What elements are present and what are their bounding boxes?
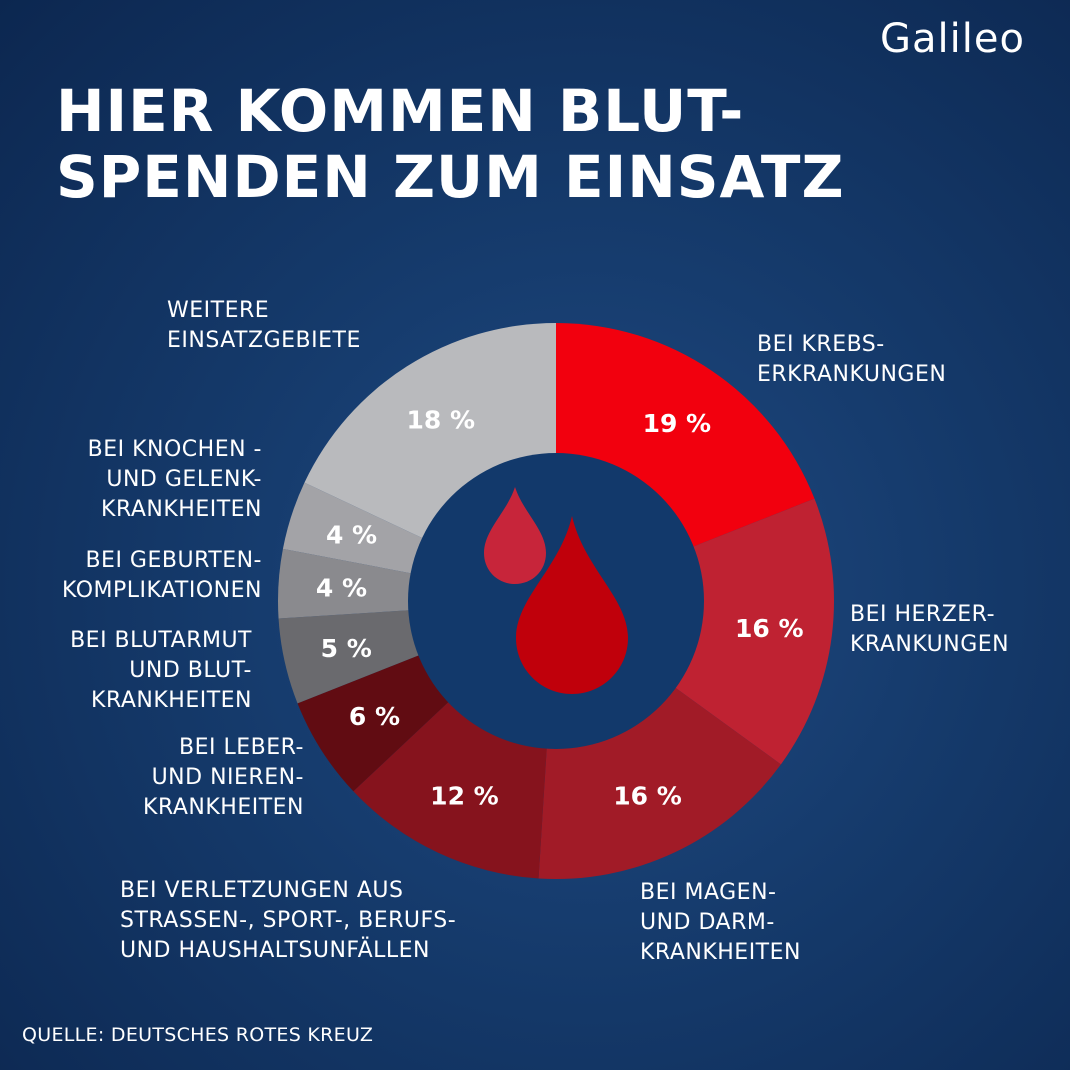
label-herz: BEI HERZER- KRANKUNGEN xyxy=(850,602,1010,657)
value-label-geburt: 4 % xyxy=(316,574,367,603)
label-krebs: BEI KREBS- ERKRANKUNGEN xyxy=(757,332,947,387)
galileo-logo: Galileo xyxy=(880,16,1025,62)
value-label-leber: 6 % xyxy=(349,702,400,731)
blood-drop-large-icon xyxy=(516,516,628,694)
value-label-magen: 16 % xyxy=(613,782,682,811)
label-magen: BEI MAGEN- UND DARM- KRANKHEITEN xyxy=(640,880,801,965)
source-note: QUELLE: DEUTSCHES ROTES KREUZ xyxy=(22,1024,374,1046)
value-label-krebs: 19 % xyxy=(643,409,712,438)
value-label-blutarmut: 5 % xyxy=(321,634,372,663)
label-weitere: WEITERE EINSATZGEBIETE xyxy=(167,298,361,353)
label-geburt: BEI GEBURTEN- KOMPLIKATIONEN xyxy=(62,548,262,603)
value-label-weitere: 18 % xyxy=(407,405,476,434)
value-label-verletzungen: 12 % xyxy=(430,782,499,811)
label-knochen: BEI KNOCHEN - UND GELENK- KRANKHEITEN xyxy=(87,437,262,522)
label-leber: BEI LEBER- UND NIEREN- KRANKHEITEN xyxy=(143,735,304,820)
label-verletzungen: BEI VERLETZUNGEN AUS STRASSEN-, SPORT-, … xyxy=(120,878,457,963)
title-line-1: HIER KOMMEN BLUT- xyxy=(56,77,745,145)
label-blutarmut: BEI BLUTARMUT UND BLUT- KRANKHEITEN xyxy=(70,628,252,713)
value-label-knochen: 4 % xyxy=(326,521,377,550)
value-label-herz: 16 % xyxy=(735,614,804,643)
blood-drops-icon xyxy=(484,487,628,694)
page-title: HIER KOMMEN BLUT- SPENDEN ZUM EINSATZ xyxy=(56,78,956,210)
blood-drop-small-icon xyxy=(484,487,546,584)
title-line-2: SPENDEN ZUM EINSATZ xyxy=(56,143,845,211)
